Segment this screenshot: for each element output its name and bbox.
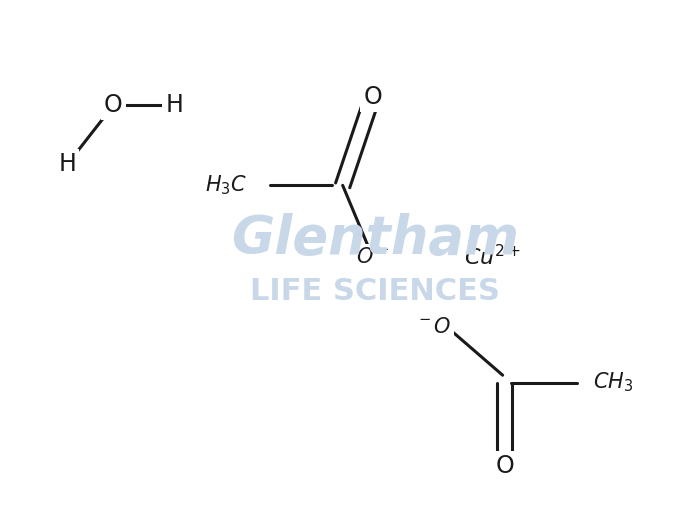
Text: O: O — [363, 85, 382, 109]
Text: H: H — [165, 94, 183, 118]
Text: O: O — [104, 94, 122, 118]
Text: LIFE SCIENCES: LIFE SCIENCES — [250, 278, 500, 306]
Text: $O^-$: $O^-$ — [356, 247, 389, 267]
Text: $Cu^{2+}$: $Cu^{2+}$ — [464, 244, 521, 269]
Text: Glentham: Glentham — [230, 213, 519, 265]
Text: $^-O$: $^-O$ — [415, 317, 452, 337]
Text: H: H — [58, 152, 77, 176]
Text: $CH_3$: $CH_3$ — [593, 371, 633, 395]
Text: $H_3C$: $H_3C$ — [205, 174, 246, 197]
Text: O: O — [496, 454, 514, 478]
